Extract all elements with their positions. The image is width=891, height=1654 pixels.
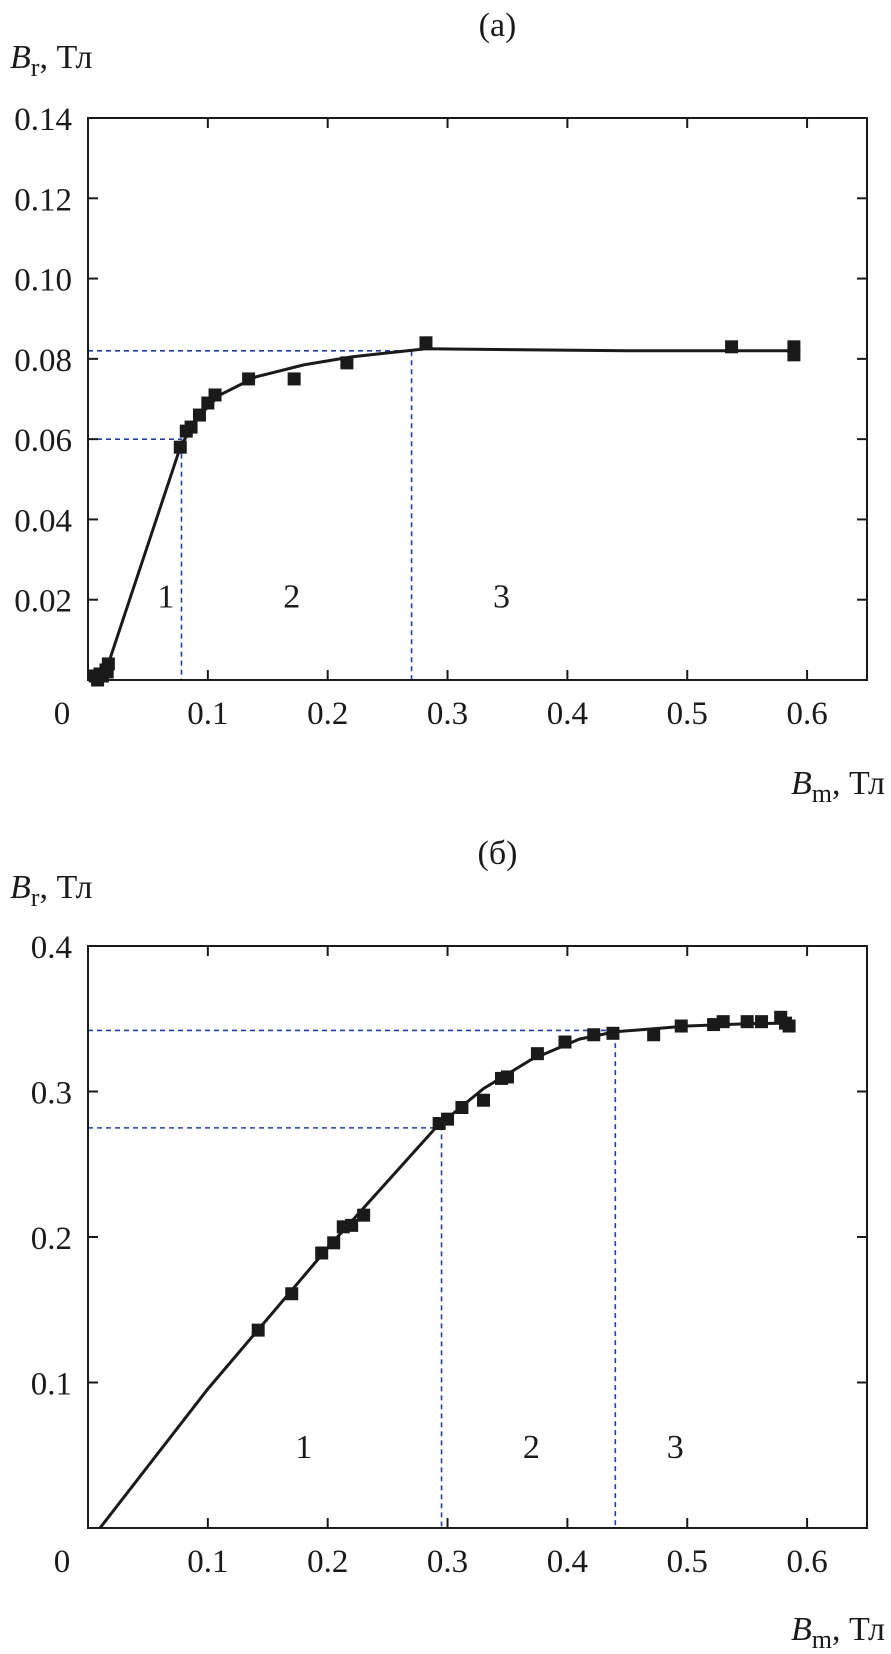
data-point: [787, 348, 801, 362]
fit-curve: [98, 1021, 790, 1529]
region-label: 3: [667, 1429, 684, 1466]
data-point: [251, 1323, 265, 1337]
x-tick-label: 0.1: [187, 696, 228, 732]
data-point: [101, 657, 115, 671]
data-point: [340, 356, 354, 370]
data-point: [327, 1236, 341, 1250]
y-tick-label: 0.3: [31, 1076, 72, 1112]
fit-curve: [92, 347, 794, 681]
guide-line: [88, 1127, 443, 1528]
data-point: [419, 336, 433, 350]
x-tick-label: 0.5: [667, 1544, 708, 1580]
y-tick-label: 0.08: [14, 343, 72, 379]
guide-line: [88, 1029, 617, 1528]
data-point: [716, 1015, 730, 1029]
data-point: [606, 1026, 620, 1040]
data-point: [647, 1028, 661, 1042]
data-point: [587, 1028, 601, 1042]
data-point: [558, 1035, 572, 1049]
data-point: [476, 1093, 490, 1107]
x-tick-label: 0.5: [667, 696, 708, 732]
chart-panel-a: (a) Br, Тл Bm, Тл 0 0.1 0.2 0.3 0.4 0.5 0.6 0.02 0.…: [10, 7, 885, 808]
x-tick-label: 0.3: [427, 696, 468, 732]
data-point: [755, 1015, 769, 1029]
x-tick-label: 0.4: [547, 1544, 588, 1580]
y-axis-label: Br, Тл: [10, 39, 93, 82]
data-point: [315, 1246, 329, 1260]
data-point: [208, 388, 222, 402]
guide-line: [88, 350, 413, 680]
data-point: [173, 440, 187, 454]
y-tick-label: 0.04: [14, 503, 72, 539]
data-point: [287, 372, 301, 386]
data-point: [740, 1015, 754, 1029]
y-tick-label: 0.06: [14, 423, 72, 459]
x-tick-label: 0.3: [427, 1544, 468, 1580]
y-tick-label: 0.02: [14, 584, 72, 620]
data-point: [242, 372, 256, 386]
y-axis-label: Br, Тл: [10, 869, 93, 912]
x-axis-label: Bm, Тл: [791, 1611, 885, 1654]
region-label: 3: [493, 579, 510, 616]
data-point: [345, 1218, 359, 1232]
x-tick-label: 0.1: [187, 1544, 228, 1580]
data-point: [184, 420, 198, 434]
panel-label: (a): [479, 7, 517, 44]
data-point: [285, 1287, 299, 1301]
data-point: [725, 340, 739, 354]
x-tick-label: 0.4: [547, 696, 588, 732]
region-label: 1: [157, 579, 174, 616]
region-label: 2: [283, 579, 300, 616]
data-point: [455, 1101, 469, 1115]
region-label: 1: [295, 1429, 312, 1466]
x-tick-label: 0.6: [786, 696, 827, 732]
x-axis-label: Bm, Тл: [791, 765, 885, 808]
data-point: [500, 1070, 514, 1084]
data-point: [674, 1019, 688, 1033]
x-tick-label: 0.2: [307, 696, 348, 732]
y-tick-label: 0.10: [14, 263, 72, 299]
y-tick-label: 0.12: [14, 182, 72, 218]
y-tick-label: 0.2: [31, 1221, 72, 1257]
data-point: [357, 1208, 371, 1222]
data-point: [530, 1047, 544, 1061]
plot-frame: [87, 945, 868, 1529]
data-point: [441, 1112, 455, 1126]
x-tick-label: 0.2: [307, 1544, 348, 1580]
chart-panel-b: (б) Br, Тл Bm, Тл 0 0.1 0.2 0.3 0.4 0.5 0.6 0.1 0.2…: [10, 835, 885, 1654]
data-point: [782, 1019, 796, 1033]
x-tick-label: 0: [54, 696, 71, 732]
x-tick-label: 0: [54, 1544, 71, 1580]
y-tick-label: 0.1: [31, 1367, 72, 1403]
x-tick-label: 0.6: [786, 1544, 827, 1580]
y-tick-label: 0.4: [31, 930, 72, 966]
y-tick-label: 0.14: [14, 102, 72, 138]
guide-line: [88, 438, 183, 680]
data-point: [192, 408, 206, 422]
plot-frame: [87, 117, 868, 681]
region-label: 2: [523, 1429, 540, 1466]
panel-label: (б): [478, 835, 518, 872]
